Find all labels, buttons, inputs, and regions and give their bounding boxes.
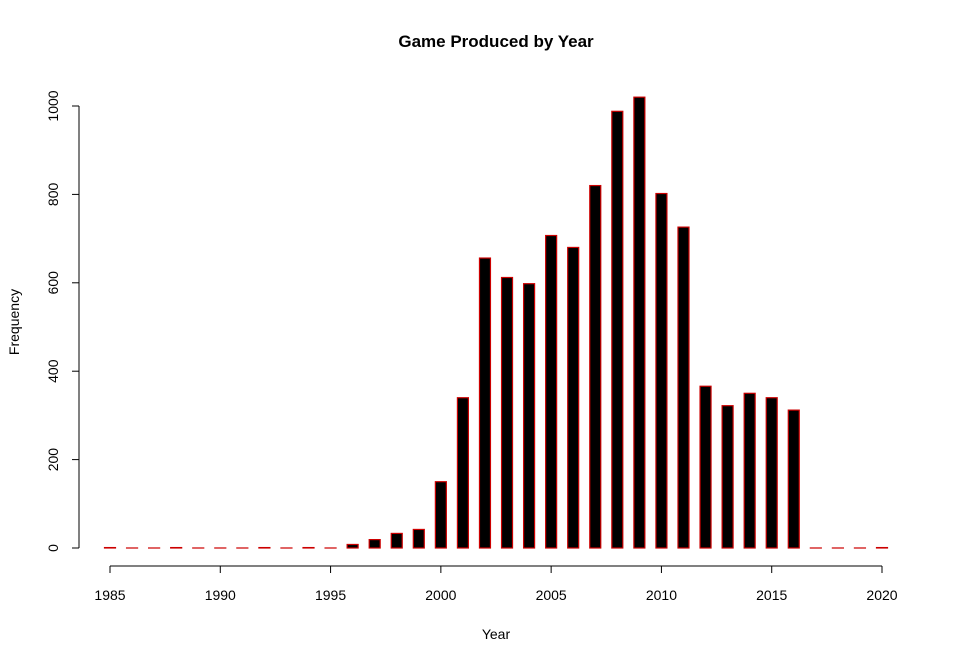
bar [611, 110, 624, 549]
y-axis: 0 200 400 600 800 1000 [45, 90, 80, 552]
y-tick-label: 600 [45, 271, 61, 295]
bar [721, 405, 734, 549]
y-tick-label: 0 [45, 544, 61, 552]
x-tick-label: 2020 [866, 587, 897, 603]
x-axis-label: Year [482, 626, 511, 642]
bar [434, 481, 447, 549]
y-axis-label: Frequency [6, 289, 22, 355]
x-tick-label: 1990 [205, 587, 236, 603]
x-tick-label: 1985 [94, 587, 125, 603]
x-tick-label: 2010 [646, 587, 677, 603]
bar [390, 532, 403, 549]
bar [412, 528, 425, 549]
bar [368, 538, 381, 549]
bar [522, 283, 536, 549]
bar [545, 234, 558, 549]
y-tick-label: 1000 [45, 90, 61, 121]
bar [456, 397, 470, 549]
x-axis: 1985 1990 1995 2000 2005 2010 2015 2020 [94, 565, 898, 603]
bar [633, 96, 646, 549]
bar [478, 257, 492, 549]
x-tick-label: 1995 [315, 587, 346, 603]
x-tick-label: 2015 [756, 587, 787, 603]
bar [699, 385, 712, 549]
bar [589, 184, 602, 549]
bar [743, 392, 756, 549]
x-tick-label: 2005 [536, 587, 567, 603]
chart-title: Game Produced by Year [398, 32, 594, 51]
bar [765, 397, 778, 549]
bar [677, 226, 690, 549]
y-tick-label: 800 [45, 183, 61, 207]
bar [346, 543, 359, 549]
y-tick-label: 200 [45, 448, 61, 472]
plot-area [103, 96, 889, 549]
bar [787, 409, 800, 549]
bar [655, 192, 668, 549]
bar [567, 246, 580, 549]
y-tick-label: 400 [45, 359, 61, 383]
x-tick-label: 2000 [425, 587, 456, 603]
bar [500, 276, 514, 549]
